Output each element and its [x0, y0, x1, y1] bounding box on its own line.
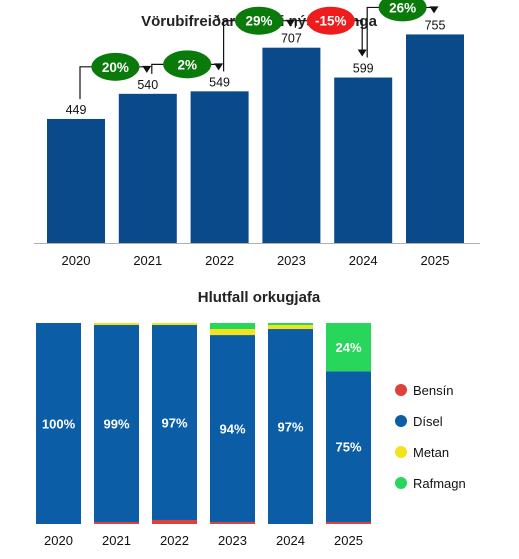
segment-Dísel-2021	[94, 325, 139, 522]
legend-label-Rafmagn: Rafmagn	[413, 476, 466, 491]
x-tick-2021: 2021	[133, 253, 162, 268]
x-tick-2023: 2023	[218, 533, 247, 548]
segment-label-Dísel-2025: 75%	[335, 440, 361, 455]
legend-marker-Rafmagn	[395, 477, 407, 489]
change-arrowhead-3	[285, 19, 295, 27]
segment-label-Rafmagn-2025: 24%	[335, 340, 361, 355]
segment-Dísel-2023	[210, 335, 255, 522]
bar-2023	[262, 47, 321, 243]
x-tick-2024: 2024	[276, 533, 305, 548]
segment-Bensín-2025	[326, 521, 371, 524]
legend-marker-Bensín	[395, 384, 407, 396]
legend-marker-Metan	[395, 446, 407, 458]
legend-label-Dísel: Dísel	[413, 414, 443, 429]
change-label-2: 2%	[177, 57, 197, 72]
segment-Dísel-2022	[152, 325, 197, 520]
segment-Metan-2024	[268, 325, 313, 330]
segment-label-Dísel-2023: 94%	[219, 422, 245, 437]
legend-label-Metan: Metan	[413, 445, 449, 460]
change-arrowhead-2	[214, 63, 224, 71]
bar-2020	[47, 118, 105, 243]
stacked-bar-chart: 100% 2020 99% 2021 97% 2022 94% 2023 97% 2024 75% 2…	[36, 323, 371, 548]
segment-label-Dísel-2020: 100%	[42, 417, 76, 432]
stacked-chart-title: Hlutfall orkugjafa	[198, 289, 321, 306]
value-label-2020: 449	[66, 103, 87, 117]
legend: Bensín Dísel Metan Rafmagn	[395, 383, 466, 491]
segment-Rafmagn-2024	[268, 323, 313, 326]
segment-Bensín-2021	[94, 521, 139, 524]
segment-Bensín-2022	[152, 519, 197, 524]
value-label-2025: 755	[425, 18, 446, 32]
change-arrowhead-4	[357, 49, 367, 57]
segment-Bensín-2023	[210, 521, 255, 524]
x-tick-2023: 2023	[277, 253, 306, 268]
x-tick-2024: 2024	[349, 253, 378, 268]
segment-Metan-2021	[94, 323, 139, 326]
segment-Dísel-2025	[326, 371, 371, 522]
change-arrowhead-1	[142, 65, 152, 73]
segment-Metan-2022	[152, 323, 197, 326]
segment-Rafmagn-2025	[326, 323, 371, 372]
segment-Dísel-2020	[36, 323, 81, 524]
change-label-1: 20%	[102, 60, 129, 75]
bar-2024	[334, 77, 393, 244]
x-tick-2020: 2020	[44, 533, 73, 548]
change-label-3: 29%	[245, 14, 272, 29]
legend-label-Bensín: Bensín	[413, 383, 453, 398]
bar-2022	[190, 91, 249, 244]
segment-label-Dísel-2021: 99%	[103, 417, 129, 432]
legend-marker-Dísel	[395, 415, 407, 427]
change-bubble-4	[306, 6, 355, 35]
change-bubble-3	[235, 6, 283, 35]
bar-2025	[406, 34, 464, 244]
x-tick-2021: 2021	[102, 533, 131, 548]
value-label-2023: 707	[281, 32, 302, 46]
segment-label-Dísel-2024: 97%	[277, 420, 303, 435]
change-bubble-1	[91, 52, 140, 81]
change-bubble-5	[378, 0, 427, 22]
x-tick-2025: 2025	[421, 253, 450, 268]
x-tick-2020: 2020	[62, 253, 91, 268]
change-bubble-2	[163, 50, 212, 79]
change-label-4: -15%	[315, 14, 347, 29]
value-label-2022: 549	[209, 75, 230, 89]
change-label-5: 26%	[389, 0, 416, 15]
bar-2021	[118, 93, 177, 243]
segment-label-Dísel-2022: 97%	[161, 415, 187, 430]
value-label-2021: 540	[137, 78, 158, 92]
segment-Metan-2023	[210, 329, 255, 336]
x-tick-2022: 2022	[205, 253, 234, 268]
x-tick-2025: 2025	[334, 533, 363, 548]
x-tick-2022: 2022	[160, 533, 189, 548]
bar-chart: 449 2020 540 2021 549 2022 707 2023 599 2024 755 20…	[34, 0, 480, 268]
segment-Dísel-2024	[268, 329, 313, 524]
segment-Rafmagn-2023	[210, 323, 255, 330]
change-arrowhead-5	[429, 6, 439, 14]
value-label-2024: 599	[353, 62, 374, 76]
